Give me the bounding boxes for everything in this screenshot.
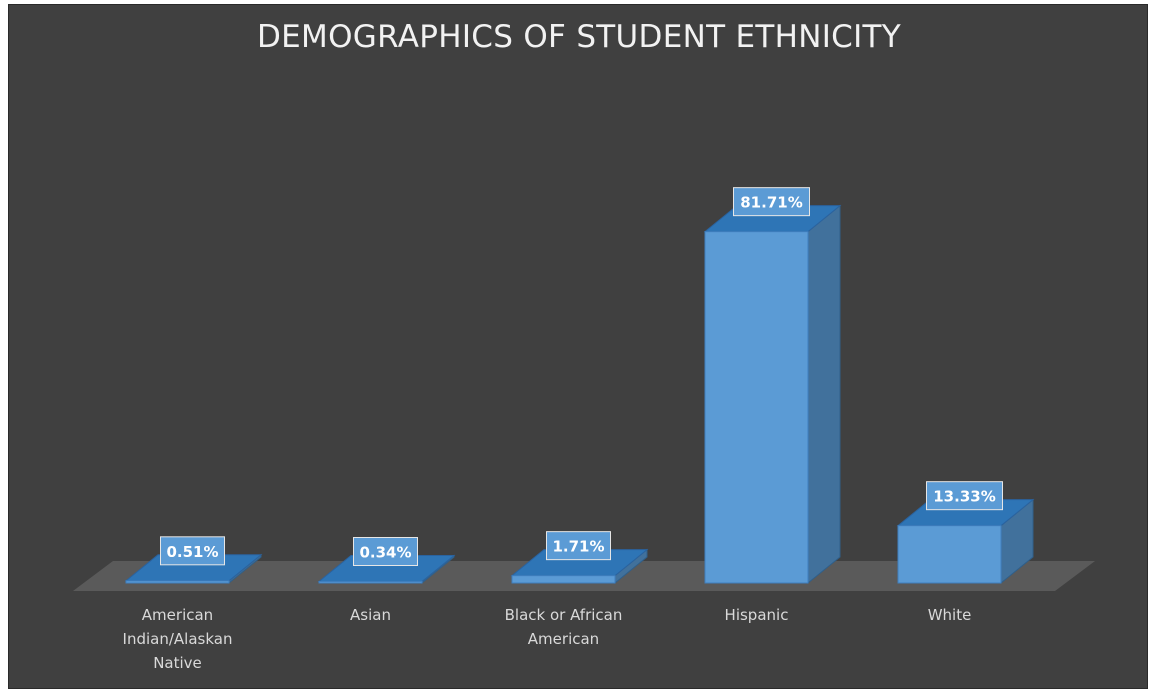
bar-front <box>511 575 616 584</box>
category-label-5: White <box>865 603 1035 627</box>
chart-plot: 0.51% 0.34% 1.71% 81.71% 13.33% <box>73 187 1095 591</box>
category-label-line: White <box>927 606 972 624</box>
category-label-line: Hispanic <box>724 606 789 624</box>
category-label-1: American Indian/Alaskan Native <box>93 603 263 675</box>
category-label-2: Asian <box>286 603 456 627</box>
data-label-3: 1.71% <box>546 531 611 561</box>
category-label-line: Indian/Alaskan <box>122 630 233 648</box>
category-label-line: Native <box>153 654 202 672</box>
bar-2 <box>317 554 456 585</box>
data-label-5: 13.33% <box>926 481 1003 511</box>
category-label-line: American <box>141 606 214 624</box>
data-label-text: 13.33% <box>933 488 995 506</box>
bar-front <box>704 231 809 584</box>
data-label-1: 0.51% <box>160 536 225 566</box>
data-label-text: 0.34% <box>359 544 411 562</box>
data-label-box <box>353 537 418 566</box>
chart-area: DEMOGRAPHICS OF STUDENT ETHNICITY 0.51% 0… <box>8 4 1148 689</box>
data-label-box <box>733 187 810 217</box>
bar-4 <box>703 204 842 585</box>
data-label-box <box>160 536 225 566</box>
data-label-4: 81.71% <box>733 187 810 217</box>
data-label-box <box>546 531 611 561</box>
chart-title: DEMOGRAPHICS OF STUDENT ETHNICITY <box>257 19 901 55</box>
data-label-text: 0.51% <box>166 543 218 561</box>
data-label-box <box>926 481 1003 511</box>
category-label-line: Asian <box>350 606 391 624</box>
bar-front <box>897 525 1002 584</box>
bar-side <box>807 204 841 585</box>
category-label-line: American <box>527 630 600 648</box>
data-label-text: 1.71% <box>552 538 604 556</box>
category-label-4: Hispanic <box>672 603 842 627</box>
data-label-text: 81.71% <box>740 194 802 212</box>
bar-front <box>125 580 230 584</box>
bar-3 <box>510 548 649 585</box>
data-label-2: 0.34% <box>353 537 418 566</box>
bar-front <box>318 581 423 584</box>
bar-5 <box>896 498 1035 585</box>
bar-1 <box>124 553 263 585</box>
category-label-3: Black or African American <box>479 603 649 651</box>
category-label-line: Black or African <box>504 606 623 624</box>
